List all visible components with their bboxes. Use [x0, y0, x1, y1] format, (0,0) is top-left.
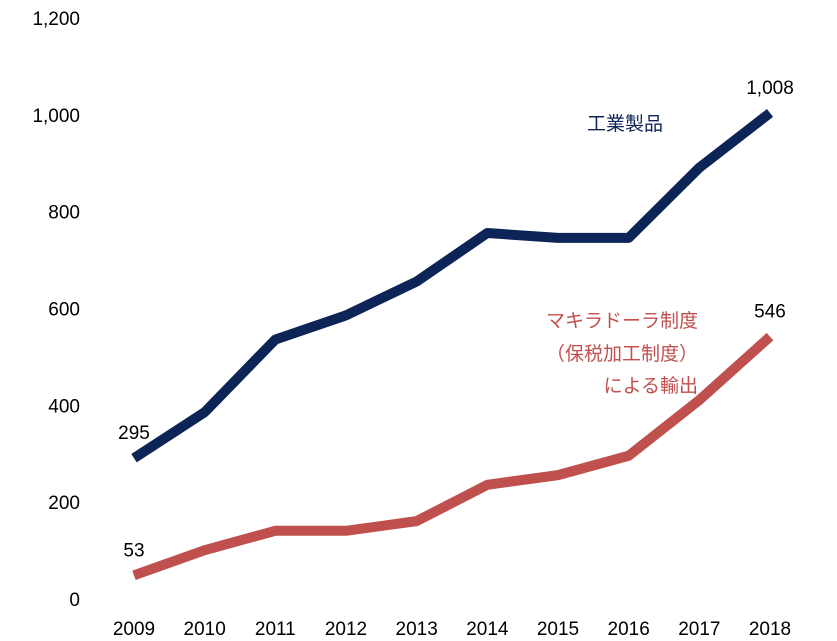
y-tick-label: 0 — [69, 590, 80, 611]
x-tick-label: 2016 — [608, 619, 650, 640]
x-tick-label: 2011 — [255, 619, 296, 640]
y-tick-label: 600 — [48, 300, 80, 321]
series-line — [131, 109, 774, 463]
x-tick-label: 2009 — [113, 619, 155, 640]
y-tick-label: 1,200 — [32, 9, 80, 30]
x-tick-label: 2012 — [325, 619, 367, 640]
series-line — [132, 332, 774, 581]
y-tick-label: 800 — [48, 203, 80, 224]
y-tick-label: 400 — [48, 396, 80, 417]
data-label: 295 — [118, 423, 150, 444]
data-label: 1,008 — [746, 78, 794, 99]
x-tick-label: 2017 — [678, 619, 720, 640]
y-tick-label: 200 — [48, 493, 80, 514]
x-tick-label: 2010 — [184, 619, 226, 640]
x-tick-label: 2015 — [537, 619, 579, 640]
data-label: 53 — [123, 540, 144, 561]
x-tick-label: 2018 — [749, 619, 791, 640]
series-label: マキラドーラ制度（保税加工制度）による輸出 — [546, 310, 698, 397]
series-label: 工業製品 — [587, 113, 663, 135]
x-tick-label: 2013 — [396, 619, 438, 640]
data-label: 546 — [754, 302, 786, 323]
x-tick-label: 2014 — [466, 619, 509, 640]
y-tick-label: 1,000 — [32, 106, 80, 127]
